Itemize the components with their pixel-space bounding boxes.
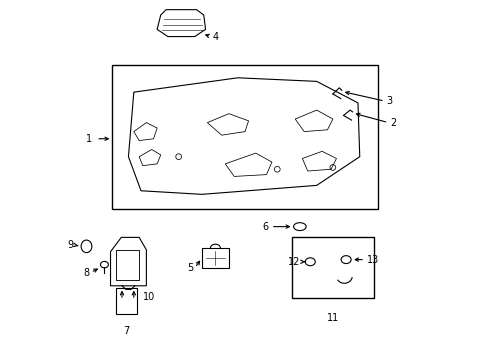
Bar: [116, 250, 139, 280]
Bar: [116, 288, 137, 315]
Text: 3: 3: [387, 96, 393, 106]
Text: 2: 2: [390, 118, 396, 128]
Text: 12: 12: [288, 257, 300, 267]
Text: 11: 11: [327, 313, 339, 323]
Text: 10: 10: [143, 292, 155, 302]
Text: 8: 8: [83, 267, 89, 278]
Text: 9: 9: [68, 240, 74, 250]
Text: 4: 4: [213, 32, 219, 41]
Bar: [202, 248, 229, 268]
Text: 5: 5: [187, 263, 193, 273]
Text: 13: 13: [367, 255, 379, 265]
Text: 7: 7: [123, 326, 129, 336]
Text: 6: 6: [262, 222, 269, 231]
Text: 1: 1: [86, 134, 92, 144]
Bar: [112, 65, 378, 209]
Bar: [292, 237, 374, 298]
